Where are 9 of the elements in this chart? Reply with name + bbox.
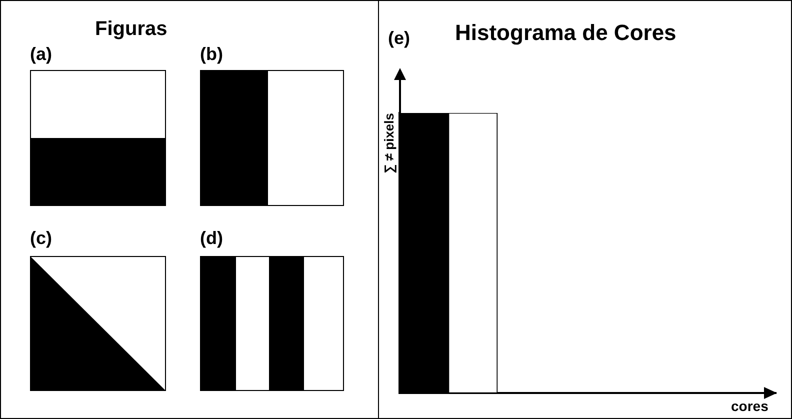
text: (d) <box>200 228 223 249</box>
text: (b) <box>200 44 223 65</box>
y-axis-title: ∑ ≠ pixels <box>381 113 396 174</box>
text: (a) <box>30 44 52 65</box>
text: Figuras <box>95 18 168 41</box>
text: (e) <box>388 28 410 49</box>
text: (c) <box>30 228 52 249</box>
text: cores <box>731 398 768 414</box>
text: Histograma de Cores <box>455 20 676 46</box>
